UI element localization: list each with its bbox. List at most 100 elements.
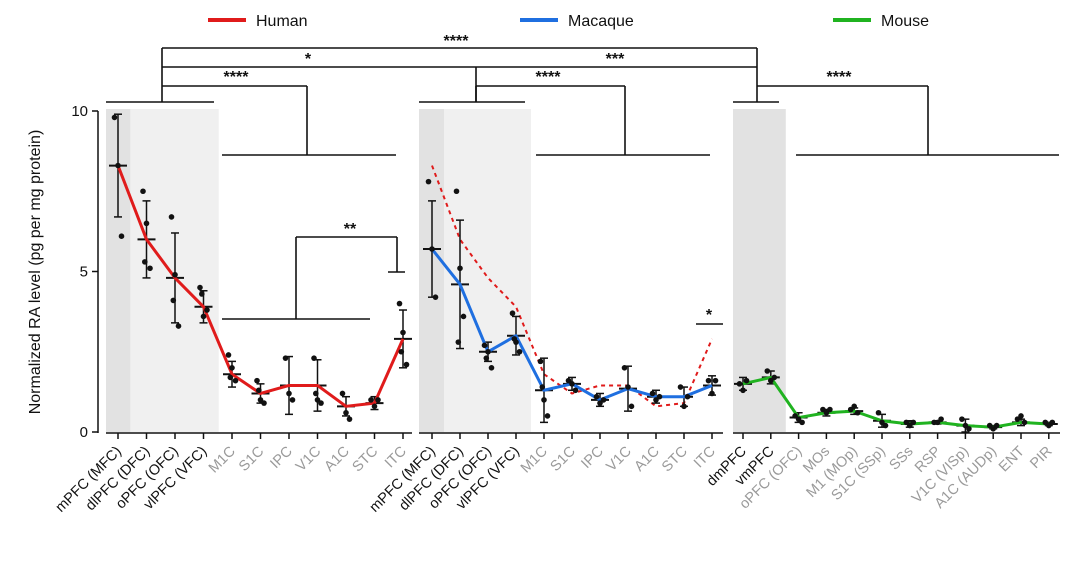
data-point-macaque <box>656 393 663 400</box>
data-point-macaque <box>537 358 544 365</box>
data-point-human <box>254 377 260 384</box>
data-point-macaque <box>593 393 600 400</box>
x-tick-label-macaque: S1C <box>548 444 579 475</box>
data-point-human <box>143 220 150 227</box>
y-tick-label-0: 0 <box>80 424 88 441</box>
significance-brackets: **************** ******* <box>106 33 1059 325</box>
data-point-macaque <box>429 246 435 252</box>
data-point-human <box>147 265 153 272</box>
data-point-macaque <box>625 384 631 390</box>
panels: mPFC (MFC)dlPFC (DFC)oPFC (OFC)vlPFC (VF… <box>53 109 1060 516</box>
y-tick-label-5: 5 <box>80 264 88 281</box>
data-point-mouse <box>736 381 743 387</box>
x-tick-label-human: STC <box>350 444 382 476</box>
data-point-macaque <box>539 384 546 390</box>
data-point-macaque <box>483 355 490 361</box>
data-point-macaque <box>455 339 462 345</box>
y-axis: 0 5 10 <box>71 103 99 441</box>
sig-macaque-itc: * <box>706 307 713 324</box>
data-point-human <box>175 323 182 329</box>
legend-label-macaque: Macaque <box>568 13 634 30</box>
sig-mouse-pfc: **** <box>827 69 853 86</box>
data-point-human <box>282 355 289 361</box>
sig-human-vs-macaque: * <box>305 51 312 68</box>
data-point-mouse <box>1018 413 1024 419</box>
data-point-macaque <box>541 397 547 403</box>
x-tick-label-mouse: SSs <box>887 444 917 474</box>
data-point-human <box>396 300 403 307</box>
data-point-human <box>400 329 406 336</box>
data-point-human <box>313 390 319 397</box>
data-point-human <box>197 284 203 291</box>
sig-human-pfc: **** <box>224 69 250 86</box>
data-point-mouse <box>743 377 750 384</box>
sig-top: **** <box>444 33 470 50</box>
data-point-human <box>200 313 207 320</box>
sig-macaque-vs-mouse: *** <box>606 51 625 68</box>
x-tick-label-human: M1C <box>206 444 239 477</box>
data-point-human <box>232 377 239 384</box>
data-point-human <box>375 397 381 403</box>
panel-macaque: mPFC (MFC)dlPFC (DFC)oPFC (OFC)vlPFC (VF… <box>367 109 723 516</box>
data-point-human <box>398 348 405 355</box>
data-point-human <box>227 374 234 381</box>
data-point-macaque <box>453 188 460 195</box>
data-point-human <box>255 387 262 394</box>
data-point-human <box>289 397 296 403</box>
legend-label-mouse: Mouse <box>881 13 929 30</box>
data-point-macaque <box>572 387 579 394</box>
data-point-mouse <box>1049 419 1056 426</box>
data-point-mouse <box>938 416 944 422</box>
data-point-human <box>343 409 349 416</box>
panel-human: mPFC (MFC)dlPFC (DFC)oPFC (OFC)vlPFC (VF… <box>53 109 412 516</box>
data-point-mouse <box>764 368 771 374</box>
data-point-human <box>199 291 205 297</box>
x-tick-label-macaque: M1C <box>518 444 551 477</box>
data-point-mouse <box>851 403 857 410</box>
data-point-macaque <box>425 178 432 185</box>
data-point-macaque <box>705 377 712 384</box>
data-point-mouse <box>959 416 965 422</box>
y-tick-label-10: 10 <box>71 103 88 120</box>
data-point-mouse <box>875 409 882 416</box>
data-point-macaque <box>432 294 439 300</box>
data-point-macaque <box>681 403 687 410</box>
data-point-human <box>118 233 125 239</box>
data-point-macaque <box>709 390 715 397</box>
data-point-mouse <box>882 422 889 429</box>
x-tick-label-macaque: STC <box>659 444 691 476</box>
data-point-human <box>318 400 324 406</box>
data-point-macaque <box>509 310 516 317</box>
x-tick-label-macaque: IPC <box>578 444 606 472</box>
human-overlay-line <box>431 165 713 408</box>
x-tick-label-human: V1C <box>293 444 324 475</box>
data-point-human <box>311 355 317 361</box>
data-point-macaque <box>684 393 691 400</box>
data-point-mouse <box>799 419 805 426</box>
x-tick-label-mouse: ENT <box>996 443 1028 475</box>
data-point-mouse <box>827 406 833 413</box>
data-point-human <box>339 390 346 397</box>
x-tick-label-mouse: PIR <box>1027 444 1055 472</box>
data-point-human <box>172 271 178 278</box>
data-point-macaque <box>485 348 491 355</box>
data-point-macaque <box>649 390 656 397</box>
legend: Human Macaque Mouse <box>208 13 929 30</box>
data-point-macaque <box>677 384 684 390</box>
data-point-human <box>170 297 177 304</box>
data-point-macaque <box>516 348 523 355</box>
x-tick-label-human: A1C <box>322 444 353 475</box>
x-tick-label-macaque: A1C <box>632 444 663 475</box>
data-point-macaque <box>569 381 575 387</box>
data-point-mouse <box>993 422 1000 429</box>
data-point-human <box>346 416 353 422</box>
data-point-human <box>368 397 374 403</box>
data-point-mouse <box>740 387 746 394</box>
x-tick-label-macaque: V1C <box>604 444 635 475</box>
x-tick-label-human: IPC <box>267 444 295 472</box>
data-point-mouse <box>1021 419 1028 426</box>
data-point-human <box>204 307 210 313</box>
sig-human-itc: ** <box>344 221 357 238</box>
